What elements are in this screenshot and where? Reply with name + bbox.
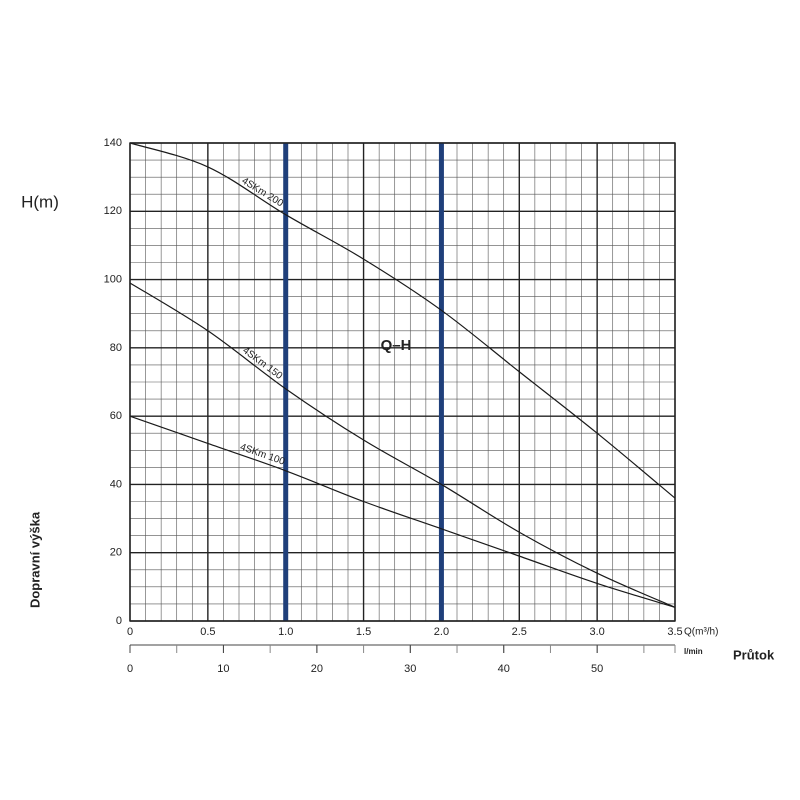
curve-label: 4SKm 100 bbox=[238, 442, 286, 468]
y-label: H(m) bbox=[21, 192, 59, 211]
y-tick-label: 100 bbox=[104, 273, 122, 285]
curve-label: 4SKm 200 bbox=[240, 176, 286, 210]
curve-label: 4SKm 150 bbox=[240, 345, 284, 382]
curve bbox=[129, 282, 676, 608]
x2-tick-label: 20 bbox=[311, 663, 323, 675]
curve bbox=[129, 142, 676, 499]
curve bbox=[129, 415, 676, 608]
x-label: Q(m³/h) bbox=[684, 627, 718, 638]
y-tick-label: 120 bbox=[104, 205, 122, 217]
y-tick-label: 140 bbox=[104, 137, 122, 149]
y-tick-label: 0 bbox=[116, 615, 122, 627]
x2-tick-label: 40 bbox=[498, 663, 510, 675]
x-tick-label: 2.5 bbox=[512, 626, 527, 638]
x-title: Průtok bbox=[733, 647, 775, 662]
x-tick-label: 1.0 bbox=[278, 626, 293, 638]
x-tick-label: 3.0 bbox=[589, 626, 604, 638]
y-tick-label: 60 bbox=[110, 410, 122, 422]
x2-tick-label: 50 bbox=[591, 663, 603, 675]
x-tick-label: 0.5 bbox=[200, 626, 215, 638]
x2-tick-label: 30 bbox=[404, 663, 416, 675]
x-tick-label: 1.5 bbox=[356, 626, 371, 638]
x-tick-label: 0 bbox=[127, 626, 133, 638]
x2-tick-label: 0 bbox=[127, 663, 133, 675]
y-tick-label: 80 bbox=[110, 342, 122, 354]
y-tick-label: 20 bbox=[110, 547, 122, 559]
x2-label: l/min bbox=[684, 647, 703, 656]
x2-tick-label: 10 bbox=[217, 663, 229, 675]
y-title: Dopravní výška bbox=[27, 511, 42, 608]
x-tick-label: 2.0 bbox=[434, 626, 449, 638]
annotation: Q–H bbox=[381, 337, 412, 354]
plot-frame bbox=[129, 142, 676, 622]
y-tick-label: 40 bbox=[110, 478, 122, 490]
x-tick-label: 3.5 bbox=[667, 626, 682, 638]
